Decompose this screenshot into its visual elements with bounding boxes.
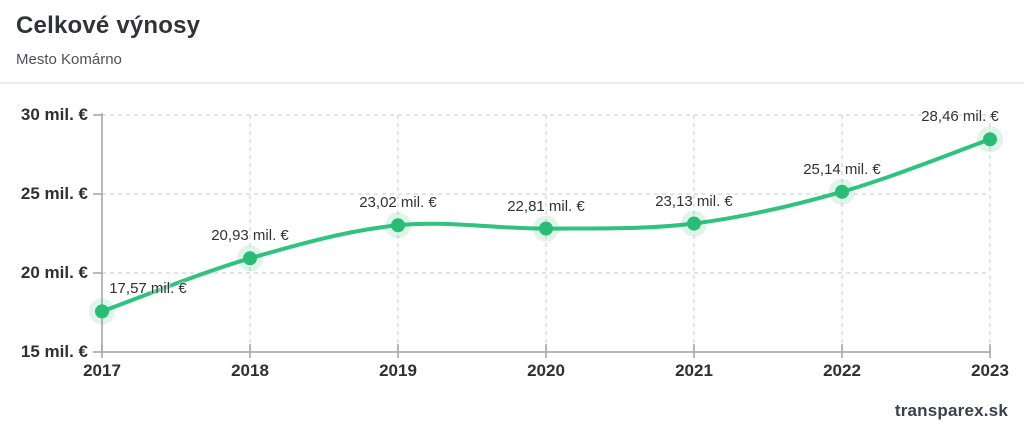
header-divider bbox=[0, 82, 1024, 84]
x-axis-label: 2022 bbox=[823, 361, 861, 380]
data-point-label: 25,14 mil. € bbox=[803, 160, 881, 178]
data-point-label: 22,81 mil. € bbox=[507, 197, 585, 215]
x-axis-label: 2018 bbox=[231, 361, 269, 380]
data-point-marker[interactable] bbox=[835, 184, 849, 199]
y-axis-label: 30 mil. € bbox=[20, 105, 88, 124]
chart-title: Celkové výnosy bbox=[16, 12, 201, 39]
data-point-label: 23,02 mil. € bbox=[359, 194, 437, 212]
x-axis-label: 2020 bbox=[527, 361, 565, 380]
x-axis-label: 2023 bbox=[971, 361, 1009, 380]
data-point-label: 23,13 mil. € bbox=[655, 192, 733, 210]
data-point-marker[interactable] bbox=[95, 304, 109, 319]
chart-subtitle: Mesto Komárno bbox=[16, 51, 122, 68]
y-axis-label: 20 mil. € bbox=[20, 263, 88, 282]
data-point-marker[interactable] bbox=[539, 221, 553, 236]
data-point-label: 17,57 mil. € bbox=[109, 280, 187, 298]
data-point-label: 20,93 mil. € bbox=[211, 227, 289, 245]
data-point-marker[interactable] bbox=[243, 251, 257, 266]
x-axis-label: 2019 bbox=[379, 361, 417, 380]
data-point-label: 28,46 mil. € bbox=[921, 108, 999, 126]
x-axis-label: 2017 bbox=[83, 361, 121, 380]
y-axis-label: 25 mil. € bbox=[20, 184, 88, 203]
x-axis-label: 2021 bbox=[675, 361, 713, 380]
data-point-marker[interactable] bbox=[391, 218, 405, 233]
data-point-marker[interactable] bbox=[983, 132, 997, 147]
y-axis-label: 15 mil. € bbox=[20, 342, 88, 361]
data-point-marker[interactable] bbox=[687, 216, 701, 231]
brand-watermark: transparex.sk bbox=[894, 401, 1008, 420]
